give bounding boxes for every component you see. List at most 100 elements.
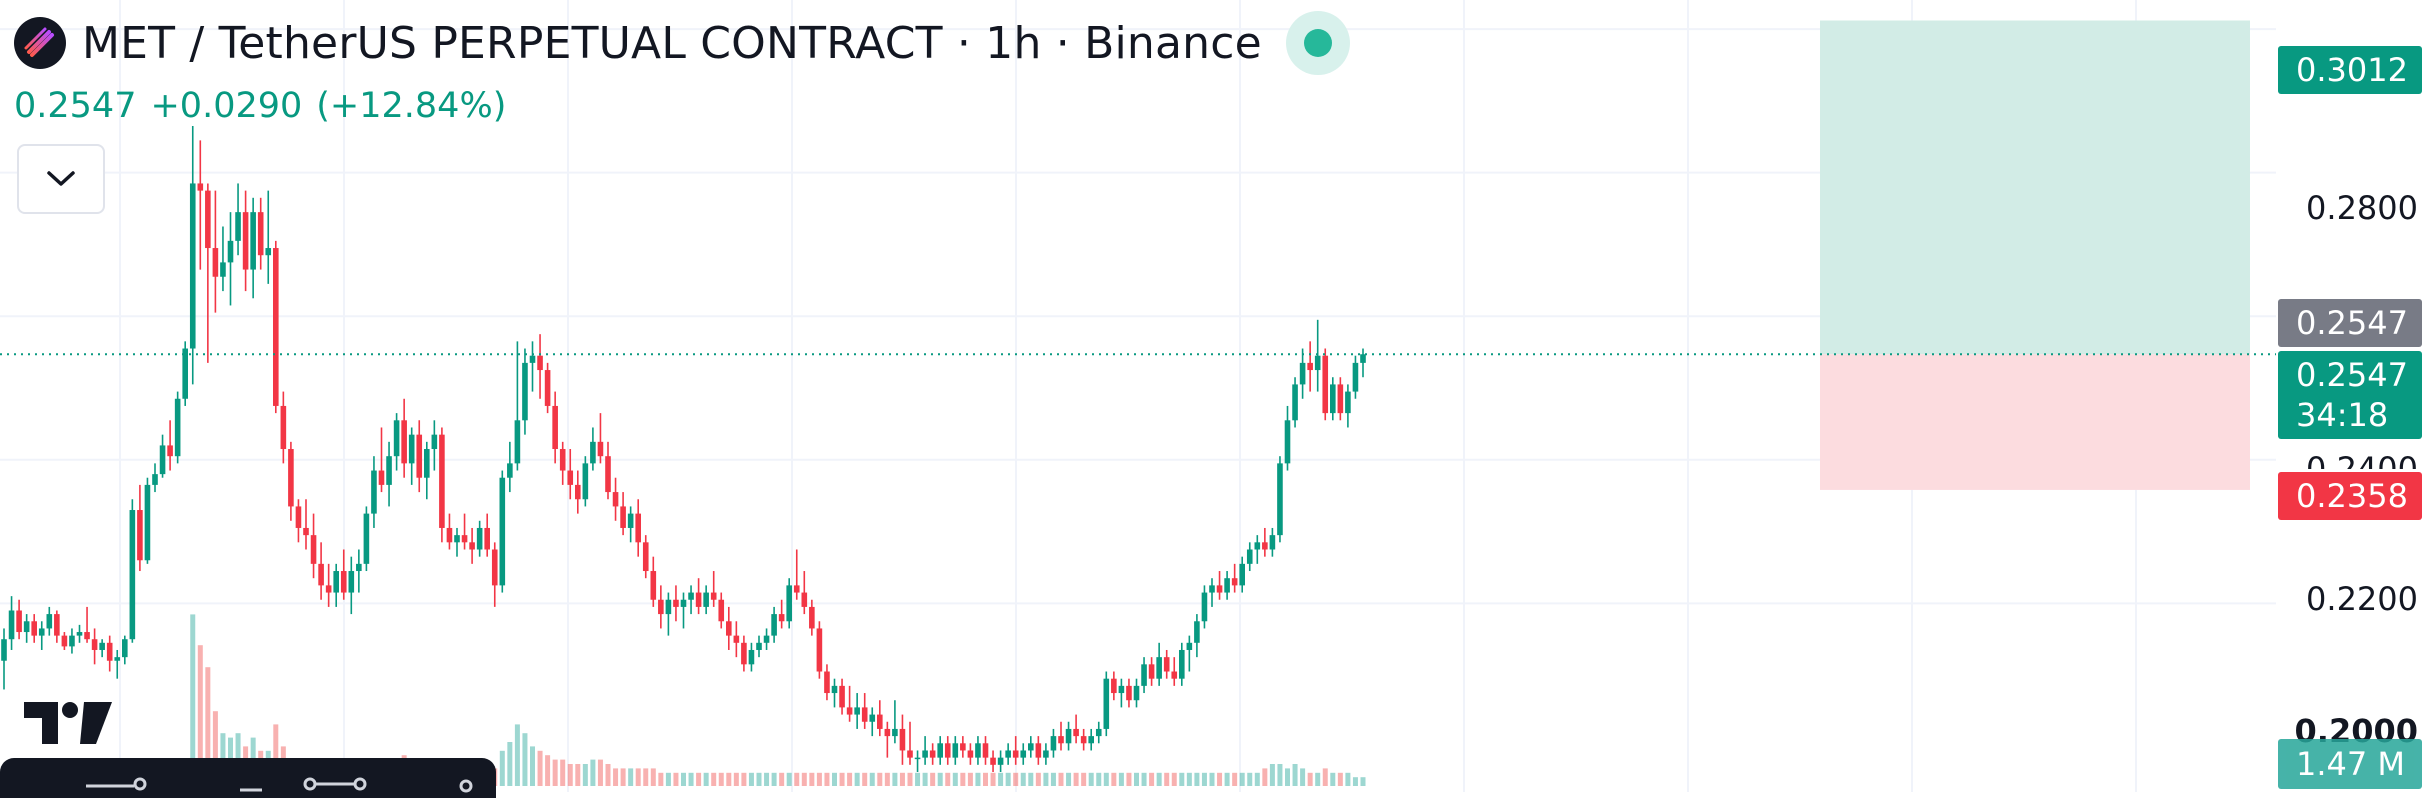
- volume-bar: [1330, 772, 1336, 786]
- candle-body: [650, 571, 657, 600]
- volume-bar: [1020, 772, 1026, 786]
- candle-body: [371, 470, 377, 514]
- candle-body: [235, 212, 241, 241]
- entry-price-tag[interactable]: 0.2547: [2278, 299, 2422, 347]
- volume-bar: [530, 746, 535, 786]
- candle-body: [469, 542, 475, 550]
- volume-bar: [1352, 777, 1358, 786]
- volume-bar: [741, 772, 747, 786]
- volume-bar: [1254, 772, 1260, 786]
- volume-bar: [1141, 772, 1147, 786]
- anchor-point-icon[interactable]: [459, 779, 473, 793]
- volume-bar: [1337, 772, 1343, 786]
- candle-body: [914, 757, 921, 760]
- candle-body: [718, 599, 725, 622]
- long-position-target-zone[interactable]: [1820, 20, 2250, 355]
- market-open-dot-icon: [1303, 29, 1332, 57]
- volume-bar: [899, 772, 905, 786]
- trend-line-icon[interactable]: [86, 777, 147, 791]
- candle-body: [1050, 736, 1057, 751]
- candle-body: [61, 635, 68, 647]
- volume-bar: [1315, 772, 1321, 786]
- candle-body: [944, 743, 951, 758]
- candle-body: [952, 743, 959, 758]
- volume-bar: [507, 742, 513, 786]
- candle-body: [1299, 362, 1306, 385]
- volume-bar: [590, 759, 596, 786]
- volume-bar: [650, 768, 656, 786]
- target-price-tag[interactable]: 0.3012: [2278, 46, 2422, 94]
- market-status-indicator[interactable]: [1285, 11, 1350, 75]
- tradingview-logo-icon[interactable]: [24, 700, 114, 746]
- candle-body: [401, 420, 407, 464]
- candle-body: [144, 484, 151, 561]
- candle-body: [710, 592, 717, 600]
- candle-body: [778, 614, 785, 622]
- volume-tag[interactable]: 1.47 M: [2278, 739, 2422, 789]
- candle-body: [741, 642, 747, 665]
- candle-body: [597, 441, 604, 457]
- candle-body: [1148, 664, 1155, 679]
- volume-bar: [205, 667, 211, 786]
- volume-bar: [771, 772, 777, 786]
- volume-bar: [1096, 772, 1102, 786]
- price-change-percent: (+12.84%): [316, 86, 507, 126]
- volume-bar: [514, 724, 520, 786]
- volume-bar: [794, 772, 800, 786]
- ray-line-icon[interactable]: [303, 777, 367, 791]
- volume-bar: [1186, 772, 1192, 786]
- bar-countdown: 34:18: [2296, 396, 2389, 434]
- candle-body: [567, 470, 574, 485]
- volume-bar: [1247, 772, 1253, 786]
- candle-body: [816, 628, 823, 672]
- last-price: 0.2547: [14, 86, 137, 126]
- volume-bar: [552, 759, 558, 786]
- candle-body: [288, 449, 294, 507]
- candle-body: [582, 463, 589, 500]
- candle-body: [1360, 354, 1366, 363]
- candle-body: [1254, 542, 1261, 550]
- candle-body: [197, 183, 204, 191]
- volume-bar: [273, 724, 279, 786]
- candle-body: [673, 599, 679, 607]
- volume-bar: [937, 772, 943, 786]
- volume-bar: [998, 772, 1004, 786]
- candle-body: [38, 628, 45, 636]
- volume-bar: [907, 772, 913, 786]
- volume-bar: [779, 772, 785, 786]
- candle-body: [756, 642, 762, 650]
- candle-body: [635, 513, 641, 543]
- volume-bar: [537, 750, 543, 786]
- volume-bar: [1005, 772, 1011, 786]
- volume-bar: [816, 772, 822, 786]
- candle-body: [408, 434, 415, 464]
- symbol-title[interactable]: MET / TetherUS PERPETUAL CONTRACT · 1h ·…: [82, 17, 1262, 69]
- candle-body: [1239, 563, 1245, 586]
- candle-body: [416, 434, 423, 478]
- candle-body: [642, 542, 649, 572]
- candle-body: [733, 635, 740, 643]
- candle-body: [54, 614, 60, 636]
- symbol-header[interactable]: MET / TetherUS PERPETUAL CONTRACT · 1h ·…: [14, 11, 1350, 75]
- quote-summary: 0.2547 +0.0290 (+12.84%): [14, 86, 520, 126]
- candle-body: [106, 642, 113, 661]
- candle-body: [84, 632, 90, 640]
- candle-body: [1111, 678, 1117, 694]
- volume-bar: [1073, 772, 1079, 786]
- candle-body: [552, 405, 558, 450]
- candle-body: [174, 398, 181, 457]
- candle-body: [665, 599, 672, 615]
- candle-body: [1277, 463, 1283, 536]
- last-price-tag[interactable]: 0.2547 34:18: [2278, 351, 2422, 439]
- long-position-stop-zone[interactable]: [1820, 354, 2250, 490]
- candle-body: [824, 671, 830, 694]
- candle-body: [1224, 578, 1230, 593]
- legend-collapse-button[interactable]: [17, 144, 105, 214]
- candle-body: [605, 456, 611, 493]
- candle-body: [1179, 649, 1185, 679]
- stop-price-tag[interactable]: 0.2358: [2278, 472, 2422, 520]
- candle-body: [386, 456, 392, 485]
- drawing-toolbar[interactable]: [0, 758, 496, 798]
- candle-body: [559, 449, 566, 471]
